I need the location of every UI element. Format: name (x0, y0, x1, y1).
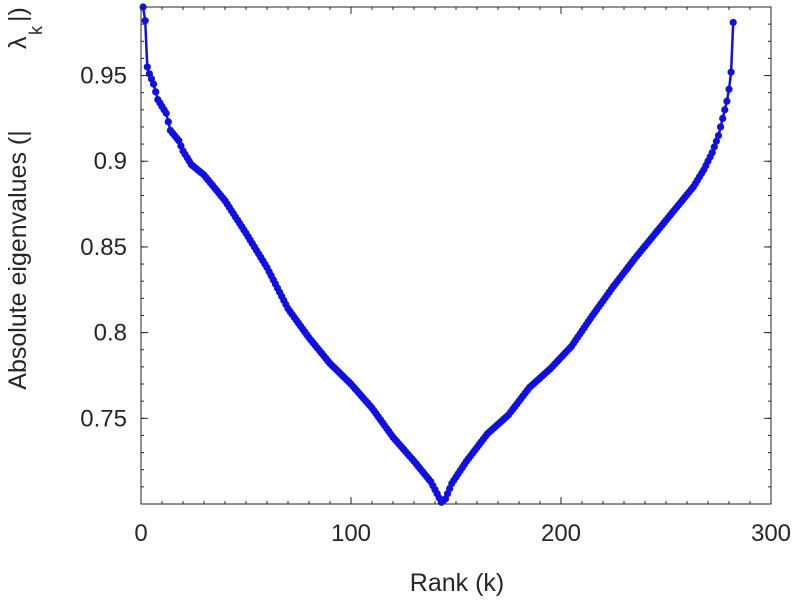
data-point (725, 85, 733, 93)
y-tick-label: 0.9 (94, 148, 127, 175)
data-point (162, 109, 170, 117)
x-tick-label: 300 (751, 520, 791, 547)
x-tick-label: 200 (541, 520, 581, 547)
data-point (721, 106, 729, 114)
y-axis-label-main: Absolute eigenvalues (| (4, 130, 32, 389)
y-tick-label: 0.8 (94, 320, 127, 347)
y-axis-label-lambda: λ (4, 36, 32, 49)
data-point (143, 63, 151, 71)
x-tick-label: 100 (331, 520, 371, 547)
data-point (164, 118, 172, 126)
tick-labels: 0 100 200 300 0.75 0.8 0.85 0.9 0.95 (80, 63, 791, 547)
series-line (141, 6, 735, 505)
axes (140, 6, 772, 505)
x-axis-label: Rank (k) (410, 569, 504, 597)
y-axis-label: Absolute eigenvalues (| λ k |) (4, 7, 46, 390)
data-point (729, 18, 737, 27)
y-tick-label: 0.95 (80, 63, 127, 90)
data-point (717, 123, 725, 131)
y-axis-label-close: |) (4, 7, 32, 22)
data-point (714, 131, 723, 140)
data-series (139, 3, 737, 506)
data-point (723, 97, 731, 105)
data-point (141, 17, 149, 25)
data-point (719, 114, 727, 122)
data-point (727, 68, 735, 76)
y-tick-label: 0.75 (80, 405, 127, 432)
data-point (712, 137, 721, 145)
x-tick-label: 0 (134, 520, 147, 547)
y-axis-label-subscript: k (26, 25, 46, 35)
data-point (708, 149, 716, 157)
y-tick-label: 0.85 (80, 234, 127, 261)
data-point (710, 143, 718, 151)
data-point (150, 80, 158, 88)
plot-frame (140, 6, 772, 505)
data-point (152, 88, 160, 96)
series-markers (139, 3, 737, 506)
